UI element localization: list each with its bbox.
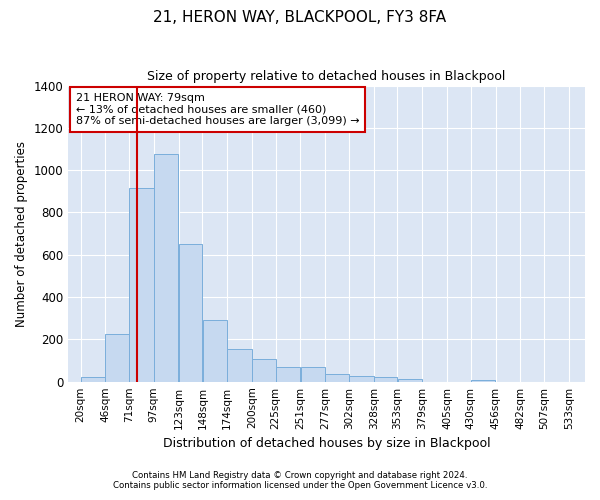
Bar xyxy=(398,378,422,382)
Bar xyxy=(203,320,227,382)
X-axis label: Distribution of detached houses by size in Blackpool: Distribution of detached houses by size … xyxy=(163,437,490,450)
Bar xyxy=(252,360,275,382)
Text: 21, HERON WAY, BLACKPOOL, FY3 8FA: 21, HERON WAY, BLACKPOOL, FY3 8FA xyxy=(154,10,446,25)
Bar xyxy=(129,188,154,382)
Bar xyxy=(80,378,105,382)
Text: Contains HM Land Registry data © Crown copyright and database right 2024.
Contai: Contains HM Land Registry data © Crown c… xyxy=(113,470,487,490)
Bar xyxy=(227,349,252,382)
Bar xyxy=(349,376,374,382)
Text: 21 HERON WAY: 79sqm
← 13% of detached houses are smaller (460)
87% of semi-detac: 21 HERON WAY: 79sqm ← 13% of detached ho… xyxy=(76,93,359,126)
Y-axis label: Number of detached properties: Number of detached properties xyxy=(15,140,28,326)
Bar xyxy=(106,334,129,382)
Title: Size of property relative to detached houses in Blackpool: Size of property relative to detached ho… xyxy=(148,70,506,83)
Bar xyxy=(325,374,349,382)
Bar xyxy=(276,367,300,382)
Bar xyxy=(154,154,178,382)
Bar xyxy=(471,380,496,382)
Bar xyxy=(301,367,325,382)
Bar xyxy=(374,378,397,382)
Bar xyxy=(179,244,202,382)
